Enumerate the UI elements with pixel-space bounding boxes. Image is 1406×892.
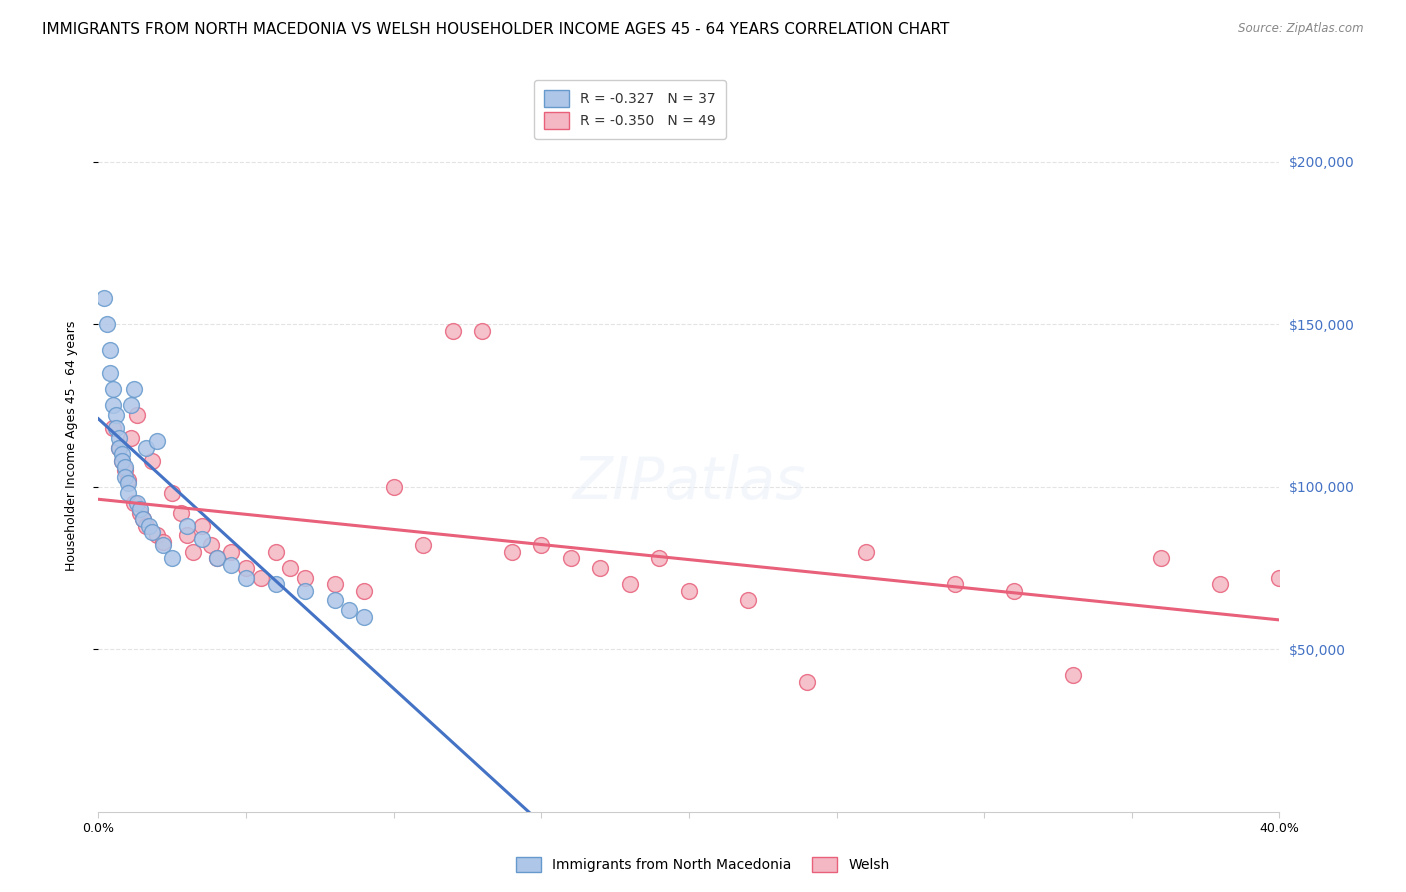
Point: [138, 518, 160, 533]
Point: [1062, 668, 1084, 682]
Point: [103, 421, 125, 435]
Point: [162, 486, 183, 500]
Text: Source: ZipAtlas.com: Source: ZipAtlas.com: [1239, 22, 1364, 36]
Point: [339, 603, 360, 617]
Point: [855, 544, 877, 558]
Point: [108, 441, 131, 455]
Point: [135, 441, 157, 455]
Legend: Immigrants from North Macedonia, Welsh: Immigrants from North Macedonia, Welsh: [508, 849, 898, 880]
Point: [152, 535, 174, 549]
Point: [278, 561, 302, 575]
Point: [122, 496, 145, 510]
Point: [191, 532, 214, 546]
Point: [264, 577, 287, 591]
Point: [146, 434, 169, 449]
Point: [250, 571, 273, 585]
Point: [108, 441, 131, 455]
Point: [235, 571, 257, 585]
Point: [108, 431, 131, 445]
Point: [323, 577, 346, 591]
Point: [501, 544, 523, 558]
Point: [353, 609, 375, 624]
Point: [678, 583, 700, 598]
Point: [1268, 571, 1291, 585]
Point: [1002, 583, 1025, 598]
Point: [235, 561, 257, 575]
Point: [200, 538, 222, 552]
Point: [105, 421, 128, 435]
Point: [96, 317, 118, 331]
Point: [441, 324, 464, 338]
Point: [219, 558, 242, 572]
Point: [205, 551, 228, 566]
Point: [648, 551, 671, 566]
Point: [125, 496, 148, 510]
Point: [619, 577, 641, 591]
Point: [114, 460, 136, 475]
Point: [125, 408, 148, 422]
Point: [111, 453, 134, 467]
Point: [737, 593, 759, 607]
Point: [560, 551, 582, 566]
Point: [176, 528, 198, 542]
Point: [796, 674, 818, 689]
Point: [132, 512, 155, 526]
Point: [205, 551, 228, 566]
Legend: R = -0.327   N = 37, R = -0.350   N = 49: R = -0.327 N = 37, R = -0.350 N = 49: [534, 80, 725, 139]
Point: [128, 506, 150, 520]
Point: [93, 291, 115, 305]
Point: [128, 502, 150, 516]
Point: [111, 447, 134, 461]
Point: [353, 583, 375, 598]
Point: [135, 518, 157, 533]
Point: [176, 518, 198, 533]
Point: [120, 431, 142, 445]
Point: [114, 470, 136, 484]
Point: [117, 473, 139, 487]
Point: [589, 561, 612, 575]
Point: [1150, 551, 1173, 566]
Point: [412, 538, 434, 552]
Point: [264, 544, 287, 558]
Y-axis label: Householder Income Ages 45 - 64 years: Householder Income Ages 45 - 64 years: [65, 321, 77, 571]
Point: [152, 538, 174, 552]
Point: [191, 518, 214, 533]
Point: [294, 571, 316, 585]
Point: [294, 583, 316, 598]
Point: [103, 382, 125, 396]
Point: [132, 512, 155, 526]
Point: [120, 398, 142, 412]
Point: [323, 593, 346, 607]
Point: [162, 551, 183, 566]
Point: [103, 398, 125, 412]
Point: [117, 486, 139, 500]
Point: [114, 463, 136, 477]
Point: [382, 480, 405, 494]
Point: [471, 324, 494, 338]
Point: [117, 476, 139, 491]
Point: [181, 544, 204, 558]
Point: [530, 538, 553, 552]
Point: [146, 528, 169, 542]
Text: IMMIGRANTS FROM NORTH MACEDONIA VS WELSH HOUSEHOLDER INCOME AGES 45 - 64 YEARS C: IMMIGRANTS FROM NORTH MACEDONIA VS WELSH…: [42, 22, 949, 37]
Point: [98, 343, 121, 357]
Point: [219, 544, 242, 558]
Point: [141, 525, 163, 540]
Point: [111, 453, 134, 467]
Point: [105, 408, 128, 422]
Point: [170, 506, 193, 520]
Point: [1209, 577, 1232, 591]
Text: ZIPatlas: ZIPatlas: [572, 454, 806, 511]
Point: [98, 366, 121, 380]
Point: [122, 382, 145, 396]
Point: [141, 453, 163, 467]
Point: [943, 577, 966, 591]
